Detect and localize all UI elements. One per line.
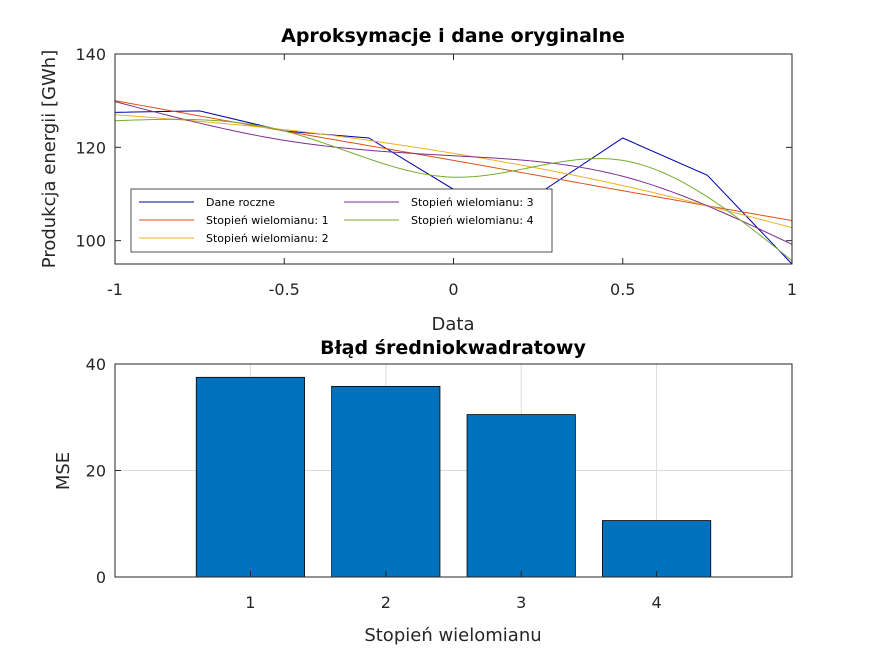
series-line-3 <box>114 101 793 245</box>
x-tick-label: 0.5 <box>610 280 635 299</box>
legend-label: Stopień wielomianu: 3 <box>411 196 534 209</box>
y-axis-label: MSE <box>53 452 74 490</box>
x-tick-label: 2 <box>381 593 391 612</box>
x-tick-label: 0 <box>448 280 458 299</box>
y-axis-label: Produkcja energii [GWh] <box>39 50 60 268</box>
x-tick-label: 3 <box>516 593 526 612</box>
legend: Dane roczne Stopień wielomianu: 1 Stopień … <box>130 188 553 253</box>
y-tick-label: 20 <box>86 462 106 481</box>
y-tick-label: 140 <box>75 45 106 64</box>
bar-2 <box>331 385 441 578</box>
y-tick-label: 100 <box>75 232 106 251</box>
legend-items: Dane roczne Stopień wielomianu: 1 Stopień … <box>139 196 534 245</box>
series-line-1 <box>114 100 793 222</box>
legend-box <box>130 188 553 253</box>
x-tick-label: 1 <box>787 280 797 299</box>
legend-label: Dane roczne <box>206 196 275 209</box>
series-line-2 <box>114 114 793 229</box>
approximation-plot: -1 -0.5 0 0.5 1 100 120 140 Aproksymacje i dane… <box>39 25 797 335</box>
x-axis-label: Stopień wielomianu <box>364 625 541 646</box>
tick-group: -1 -0.5 0 0.5 1 100 120 140 <box>75 45 797 299</box>
bar-group <box>195 376 712 578</box>
x-tick-label: -1 <box>107 280 123 299</box>
x-tick-label: -0.5 <box>269 280 300 299</box>
bar-1 <box>195 376 305 578</box>
bar-4 <box>602 520 712 578</box>
x-tick-label: 4 <box>652 593 662 612</box>
series-group <box>114 100 793 265</box>
legend-label: Stopień wielomianu: 1 <box>206 214 329 227</box>
bar-3 <box>466 414 576 578</box>
chart-title: Błąd średniokwadratowy <box>320 337 586 359</box>
chart-title: Aproksymacje i dane oryginalne <box>281 25 625 47</box>
legend-label: Stopień wielomianu: 4 <box>411 214 534 227</box>
y-tick-label: 120 <box>75 138 106 157</box>
legend-label: Stopień wielomianu: 2 <box>206 232 329 245</box>
x-tick-label: 1 <box>245 593 255 612</box>
y-tick-label: 40 <box>86 355 106 374</box>
y-tick-label: 0 <box>96 568 106 587</box>
x-axis-label: Data <box>432 314 475 335</box>
series-line-4 <box>114 118 793 262</box>
